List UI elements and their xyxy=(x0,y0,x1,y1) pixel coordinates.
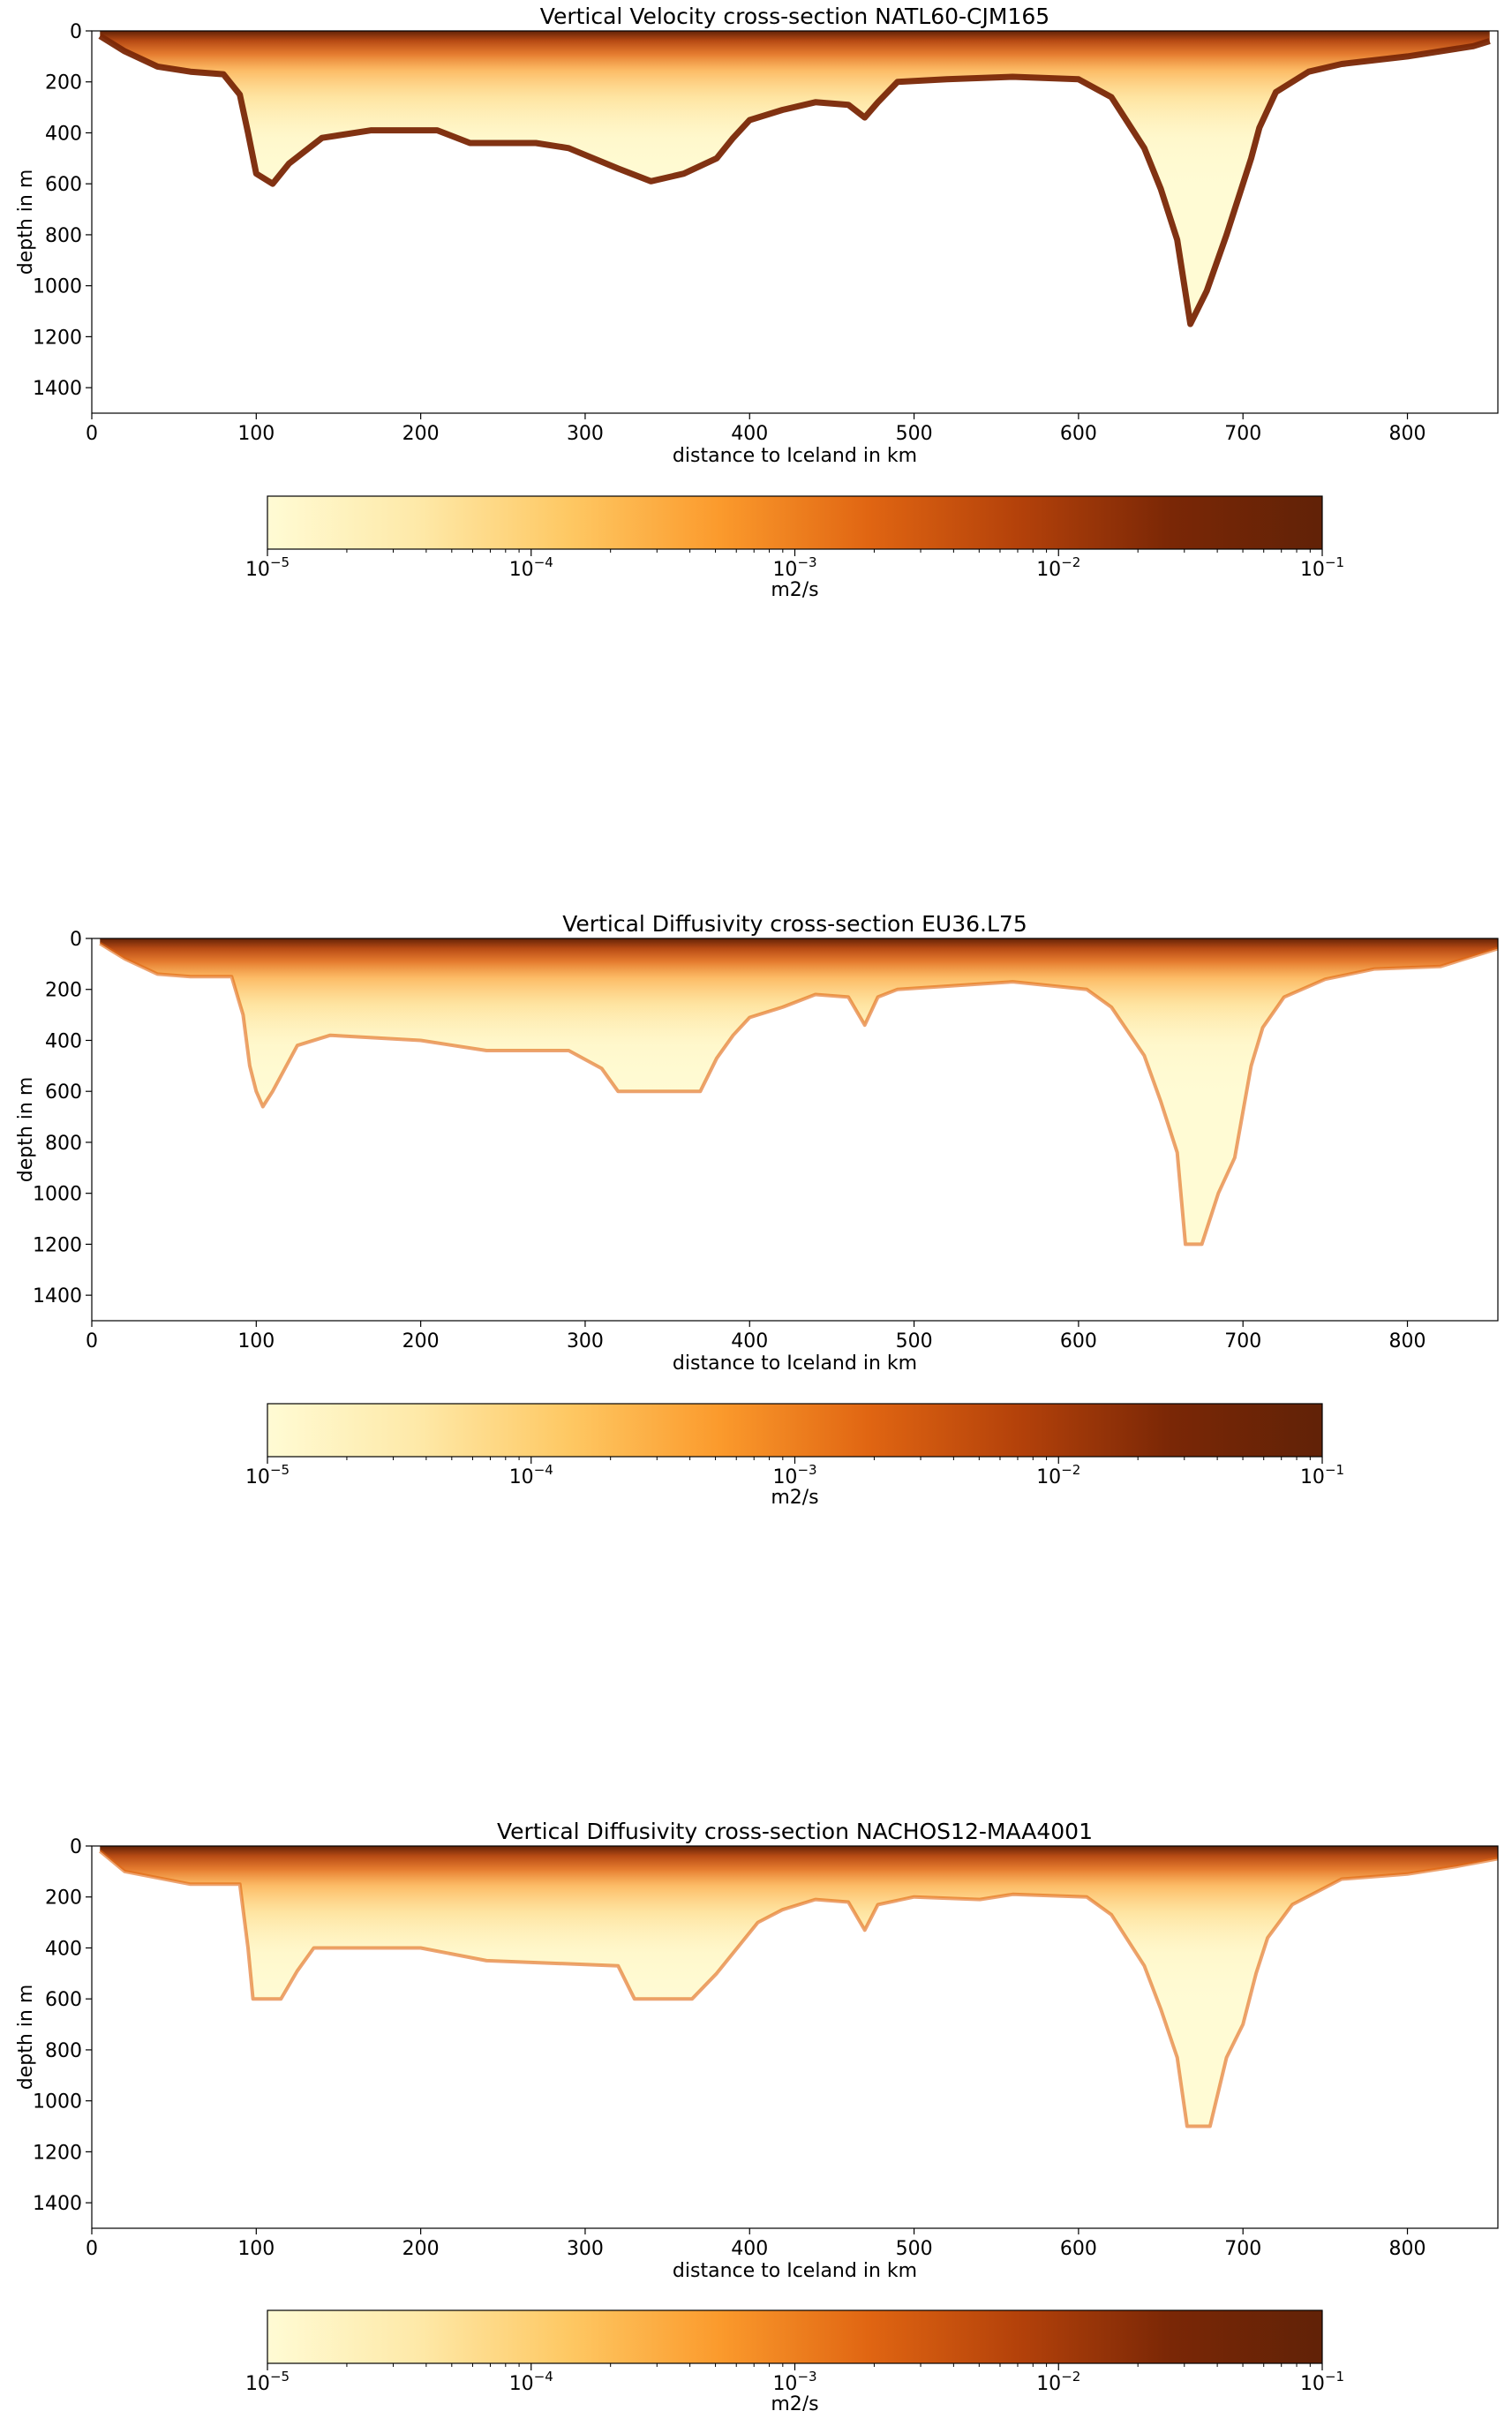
colorbar: 10−5 10−4 10−3 10−2 10−1 m2/s xyxy=(245,495,1344,601)
colorbar-tick-label: 10−3 xyxy=(772,2369,816,2395)
colorbar-tick-label: 10−1 xyxy=(1300,554,1344,581)
y-tick-label: 1200 xyxy=(33,327,82,349)
x-tick-label: 400 xyxy=(731,423,768,445)
x-tick-label: 500 xyxy=(896,423,933,445)
y-axis-label: depth in m xyxy=(15,170,37,275)
colorbar-gradient xyxy=(267,2309,1323,2364)
y-tick-label: 1200 xyxy=(33,1234,82,1256)
chart-title: Vertical Velocity cross-section NATL60-C… xyxy=(540,4,1049,29)
y-tick-label: 200 xyxy=(45,1887,82,1910)
chart-title: Vertical Diffusivity cross-section NACHO… xyxy=(497,1819,1093,1844)
x-axis-label: distance to Iceland in km xyxy=(673,2260,917,2282)
y-tick-label: 800 xyxy=(45,1133,82,1155)
x-tick-label: 300 xyxy=(567,1330,604,1352)
colorbar-label: m2/s xyxy=(771,1487,818,1509)
x-tick-label: 100 xyxy=(237,423,275,445)
x-tick-label: 0 xyxy=(86,2238,98,2260)
chart-panel-3: Vertical Diffusivity cross-section NACHO… xyxy=(15,1819,1499,2411)
x-tick-label: 800 xyxy=(1389,1330,1426,1352)
colorbar-tick-label: 10−2 xyxy=(1036,2369,1080,2395)
surface-intensity xyxy=(100,31,1490,324)
colorbar-tick-label: 10−1 xyxy=(1300,1462,1344,1488)
x-tick-label: 300 xyxy=(567,2238,604,2260)
colorbar-tick-label: 10−1 xyxy=(1300,2369,1344,2395)
y-axis-label: depth in m xyxy=(15,1077,37,1183)
y-tick-label: 0 xyxy=(70,929,82,951)
chart-panel-2: Vertical Diffusivity cross-section EU36.… xyxy=(15,911,1499,1509)
colorbar-tick-label: 10−5 xyxy=(245,1462,290,1488)
x-tick-label: 0 xyxy=(86,1330,98,1352)
colorbar: 10−5 10−4 10−3 10−2 10−1 m2/s xyxy=(245,2309,1344,2411)
colorbar-tick-label: 10−2 xyxy=(1036,554,1080,581)
colorbar-label: m2/s xyxy=(771,579,818,601)
x-tick-label: 200 xyxy=(402,1330,440,1352)
y-axis-label: depth in m xyxy=(15,1985,37,2091)
plot-frame xyxy=(91,30,1499,414)
x-tick-label: 100 xyxy=(237,1330,275,1352)
x-tick-label: 600 xyxy=(1060,2238,1097,2260)
x-tick-label: 400 xyxy=(731,1330,768,1352)
x-axis-label: distance to Iceland in km xyxy=(673,1352,917,1375)
y-tick-label: 1200 xyxy=(33,2142,82,2164)
x-tick-label: 600 xyxy=(1060,1330,1097,1352)
y-tick-label: 200 xyxy=(45,72,82,94)
x-axis-label: distance to Iceland in km xyxy=(673,445,917,467)
y-tick-label: 0 xyxy=(70,1836,82,1858)
bottom-boundary-layer xyxy=(98,33,1491,328)
y-tick-label: 600 xyxy=(45,1989,82,2011)
y-tick-label: 0 xyxy=(70,21,82,43)
colorbar-label: m2/s xyxy=(771,2393,818,2411)
y-tick-label: 400 xyxy=(45,1030,82,1052)
colorbar-gradient xyxy=(267,495,1323,550)
x-tick-label: 500 xyxy=(896,1330,933,1352)
y-tick-label: 1000 xyxy=(33,2091,82,2113)
y-tick-label: 1400 xyxy=(33,1285,82,1307)
colorbar-gradient xyxy=(267,1403,1323,1458)
y-tick-label: 600 xyxy=(45,1081,82,1104)
x-tick-label: 800 xyxy=(1389,2238,1426,2260)
x-tick-label: 0 xyxy=(86,423,98,445)
plot-frame xyxy=(91,1845,1499,2229)
bottom-boundary-layer xyxy=(99,942,1499,1247)
y-tick-label: 1400 xyxy=(33,378,82,400)
x-tick-label: 500 xyxy=(896,2238,933,2260)
chart-title: Vertical Diffusivity cross-section EU36.… xyxy=(562,911,1027,937)
colorbar-tick-label: 10−4 xyxy=(509,2369,553,2395)
bottom-boundary-layer xyxy=(99,1850,1499,2128)
y-tick-label: 1400 xyxy=(33,2193,82,2215)
y-tick-label: 1000 xyxy=(33,1184,82,1206)
colorbar-tick-label: 10−2 xyxy=(1036,1462,1080,1488)
colorbar: 10−5 10−4 10−3 10−2 10−1 m2/s xyxy=(245,1403,1344,1509)
plot-frame xyxy=(91,938,1499,1322)
colorbar-tick-label: 10−4 xyxy=(509,1462,553,1488)
y-tick-label: 800 xyxy=(45,2040,82,2062)
x-tick-label: 300 xyxy=(567,423,604,445)
x-tick-label: 600 xyxy=(1060,423,1097,445)
colorbar-tick-label: 10−4 xyxy=(509,554,553,581)
colorbar-tick-label: 10−5 xyxy=(245,2369,290,2395)
chart-panel-1: Vertical Velocity cross-section NATL60-C… xyxy=(15,4,1499,601)
x-tick-label: 700 xyxy=(1224,2238,1261,2260)
x-tick-label: 400 xyxy=(731,2238,768,2260)
y-tick-label: 400 xyxy=(45,123,82,145)
y-tick-label: 1000 xyxy=(33,276,82,298)
x-tick-label: 200 xyxy=(402,2238,440,2260)
x-tick-label: 800 xyxy=(1389,423,1426,445)
colorbar-tick-label: 10−3 xyxy=(772,1462,816,1488)
y-tick-label: 600 xyxy=(45,174,82,196)
y-tick-label: 200 xyxy=(45,980,82,1002)
x-tick-label: 100 xyxy=(237,2238,275,2260)
y-tick-label: 400 xyxy=(45,1938,82,1960)
colorbar-tick-label: 10−3 xyxy=(772,554,816,581)
x-tick-label: 200 xyxy=(402,423,440,445)
surface-intensity xyxy=(100,1846,1498,2127)
x-tick-label: 700 xyxy=(1224,423,1261,445)
y-tick-label: 800 xyxy=(45,225,82,247)
colorbar-tick-label: 10−5 xyxy=(245,554,290,581)
surface-intensity xyxy=(100,938,1498,1245)
x-tick-label: 700 xyxy=(1224,1330,1261,1352)
